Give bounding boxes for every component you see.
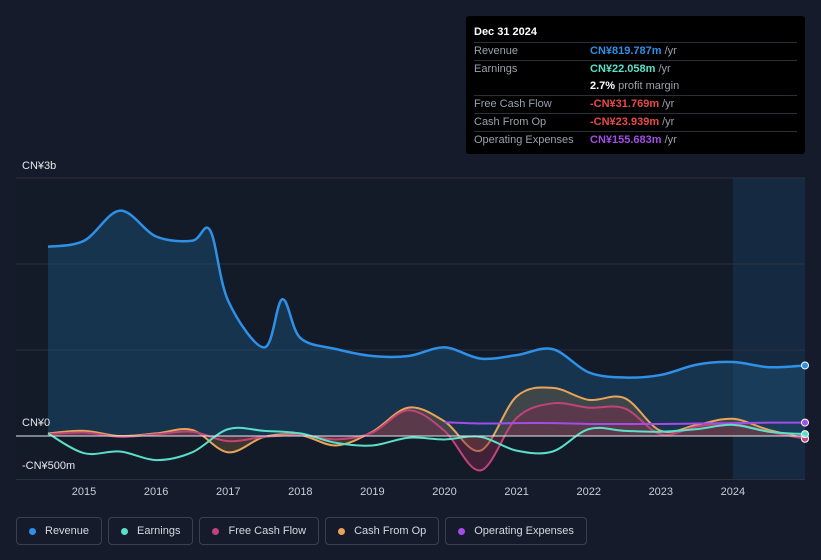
y-tick-label-bottom: -CN¥500m bbox=[22, 460, 76, 472]
earnings-line bbox=[47, 423, 806, 462]
tooltip-value: CN¥819.787m bbox=[590, 45, 662, 57]
tooltip-unit: /yr bbox=[662, 98, 675, 110]
tooltip-label: Operating Expenses bbox=[474, 134, 574, 146]
tooltip-date: Dec 31 2024 bbox=[474, 26, 537, 38]
legend-item-revenue[interactable]: Revenue bbox=[16, 517, 103, 545]
x-tick-label: 2024 bbox=[721, 486, 745, 498]
tooltip-unit: profit margin bbox=[618, 80, 680, 92]
tooltip-value: 2.7% bbox=[590, 80, 616, 92]
tooltip-label: Revenue bbox=[474, 45, 519, 57]
tooltip-label: Cash From Op bbox=[474, 116, 547, 128]
tooltip-value: -CN¥31.769m bbox=[590, 98, 660, 110]
x-tick-label: 2018 bbox=[288, 486, 312, 498]
legend-label: Cash From Op bbox=[354, 525, 427, 537]
tooltip-label bbox=[474, 78, 590, 95]
revenue-dot-icon bbox=[29, 527, 36, 535]
revenue-area bbox=[48, 210, 805, 436]
x-tick-label: 2017 bbox=[216, 486, 240, 498]
tooltip-unit: /yr bbox=[664, 45, 677, 57]
revenue-end-point bbox=[801, 361, 809, 370]
tooltip-unit: /yr bbox=[664, 134, 677, 146]
tooltip-row-margin: 2.7% profit margin bbox=[474, 78, 797, 95]
tooltip-row-opex: Operating Expenses CN¥155.683m /yr bbox=[474, 131, 797, 149]
x-tick-label: 2020 bbox=[432, 486, 456, 498]
free-cash-flow-area bbox=[48, 402, 805, 471]
operating-expenses-dot-icon bbox=[458, 527, 466, 535]
x-tick-label: 2022 bbox=[576, 486, 600, 498]
tooltip-value: CN¥22.058m bbox=[590, 63, 656, 75]
x-tick-label: 2019 bbox=[360, 486, 384, 498]
revenue-line bbox=[47, 209, 806, 379]
tooltip-value: -CN¥23.939m bbox=[590, 116, 660, 128]
earnings-dot-icon bbox=[121, 527, 129, 535]
x-tick-label: 2021 bbox=[504, 486, 528, 498]
y-tick-label-top: CN¥3b bbox=[22, 160, 57, 172]
tooltip-panel: Dec 31 2024 Revenue CN¥819.787m /yr Earn… bbox=[466, 16, 805, 154]
tooltip-label: Earnings bbox=[474, 63, 518, 75]
tooltip-row-cfo: Cash From Op -CN¥23.939m /yr bbox=[474, 113, 797, 131]
legend-item-free-cash-flow[interactable]: Free Cash Flow bbox=[199, 517, 320, 545]
legend-item-cash-from-op[interactable]: Cash From Op bbox=[325, 517, 440, 545]
operating-expenses-end-point bbox=[801, 418, 809, 427]
tooltip-label: Free Cash Flow bbox=[474, 98, 552, 110]
earnings-end-point bbox=[801, 430, 809, 439]
tooltip-row-fcf: Free Cash Flow -CN¥31.769m /yr bbox=[474, 95, 797, 113]
tooltip-value: CN¥155.683m bbox=[590, 134, 662, 146]
legend-label: Revenue bbox=[45, 525, 90, 537]
y-tick-label-zero: CN¥0 bbox=[22, 417, 51, 429]
legend-item-operating-expenses[interactable]: Operating Expenses bbox=[445, 517, 587, 545]
free-cash-flow-dot-icon bbox=[212, 527, 220, 535]
cash-from-op-dot-icon bbox=[338, 527, 346, 535]
legend-label: Earnings bbox=[137, 525, 181, 537]
free-cash-flow-line bbox=[47, 401, 806, 472]
legend: Revenue Earnings Free Cash Flow Cash Fro… bbox=[16, 517, 587, 545]
legend-label: Free Cash Flow bbox=[228, 525, 307, 537]
legend-item-earnings[interactable]: Earnings bbox=[108, 517, 194, 545]
operating-expenses-line bbox=[444, 421, 806, 426]
legend-label: Operating Expenses bbox=[474, 525, 574, 537]
x-tick-label: 2023 bbox=[649, 486, 673, 498]
tooltip-unit: /yr bbox=[662, 116, 675, 128]
x-tick-label: 2016 bbox=[144, 486, 168, 498]
tooltip-row-earnings: Earnings CN¥22.058m /yr bbox=[474, 60, 797, 78]
x-tick-label: 2015 bbox=[72, 486, 96, 498]
tooltip-row-revenue: Revenue CN¥819.787m /yr bbox=[474, 42, 797, 60]
tooltip-unit: /yr bbox=[658, 63, 671, 75]
